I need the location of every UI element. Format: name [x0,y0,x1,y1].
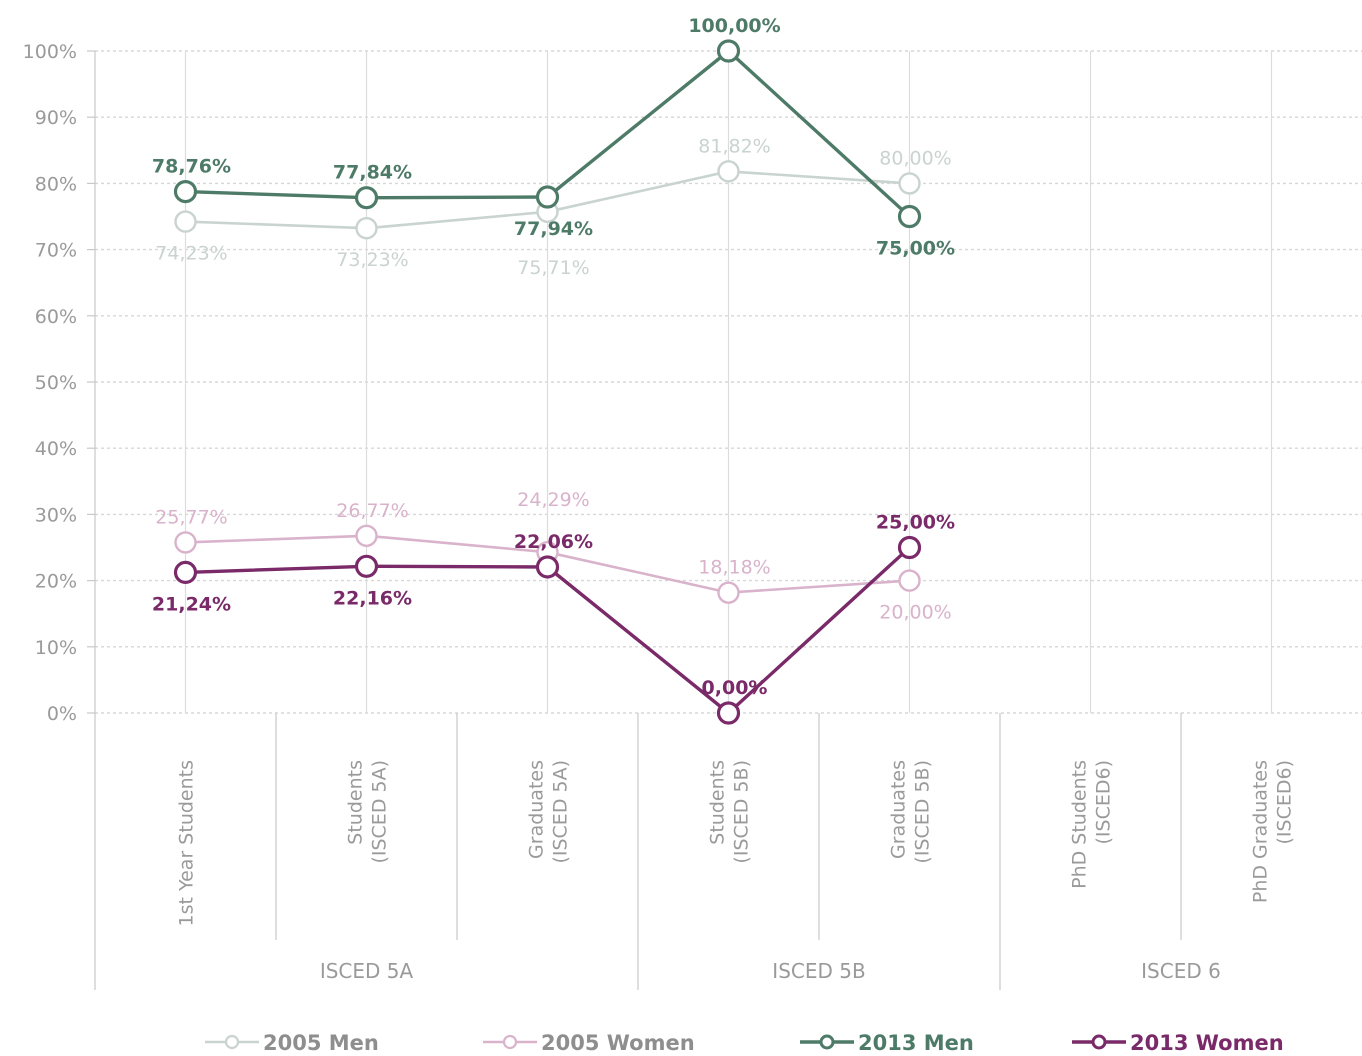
y-tick-label: 20% [35,571,77,593]
x-tick-label: Graduates (ISCED 5B) [888,760,934,864]
data-label: 20,00% [879,602,951,624]
x-tick-label-line: (ISCED6) [1274,760,1296,844]
x-tick-label-line: Graduates [888,760,910,859]
data-point [535,185,560,209]
data-point [355,217,378,240]
legend-marker [224,1034,240,1050]
data-labels: 74,23% 73,23% 75,71% 81,82% 80,00% 25,77% 26,7… [152,15,955,699]
x-tick-label-line: (ISCED 5B) [731,760,753,864]
grid-lines [95,50,1362,714]
y-tick-label: 70% [35,240,77,262]
data-point [354,554,379,578]
x-tick-label: PhD Graduates (ISCED6) [1250,760,1296,903]
data-point [174,210,197,233]
data-label: 78,76% [152,156,231,178]
data-label: 25,77% [155,506,227,528]
x-tick-label-line: (ISCED 5B) [912,760,934,864]
data-point [354,186,379,210]
data-label: 77,94% [514,218,593,240]
x-tick-label-line: (ISCED 5A) [369,760,391,864]
data-label: 80,00% [879,147,951,169]
y-tick-label: 40% [35,438,77,460]
data-point [716,39,741,63]
data-point [897,535,922,560]
data-label: 74,23% [155,243,227,265]
x-tick-label: Graduates (ISCED 5A) [526,760,572,864]
data-point [173,560,198,584]
y-tick-label: 30% [35,504,77,526]
x-tick-label: PhD Students (ISCED6) [1069,760,1115,889]
y-tick-label: 0% [47,703,77,725]
legend-marker [502,1034,518,1050]
data-label: 100,00% [688,15,780,37]
x-tick-label-line: PhD Students [1069,760,1091,889]
x-tick-label-line: (ISCED6) [1093,760,1115,844]
data-label: 25,00% [876,512,955,534]
data-label: 22,06% [514,531,593,553]
data-label: 24,29% [517,489,589,511]
data-label: 75,00% [876,238,955,260]
legend-marker [819,1034,835,1050]
group-label: ISCED 6 [1141,959,1221,983]
y-tick-label: 80% [35,173,77,195]
legend-marker [1091,1034,1107,1050]
data-label: 0,00% [702,677,768,699]
data-label: 22,16% [333,587,412,609]
x-tick-label: 1st Year Students [176,760,198,926]
y-tick-label: 50% [35,372,77,394]
data-point [355,524,378,547]
y-tick-label: 10% [35,637,77,659]
group-label: ISCED 5A [320,959,414,983]
data-label: 26,77% [336,500,408,522]
x-tick-label-line: 1st Year Students [176,760,198,926]
legend-label: 2013 Women [1130,1031,1284,1055]
x-tick-label-line: (ISCED 5A) [550,760,572,864]
data-point [174,531,197,554]
legend-label: 2005 Men [263,1031,379,1055]
series-lines [173,39,922,725]
data-point [716,701,741,725]
data-label: 77,84% [333,162,412,184]
data-point [173,180,198,204]
data-label: 18,18% [698,557,770,579]
data-point [898,569,921,592]
data-label: 21,24% [152,593,231,615]
group-label: ISCED 5B [772,959,865,983]
y-tick-label: 60% [35,306,77,328]
x-tick-label-line: PhD Graduates [1250,760,1272,903]
data-point [717,160,740,183]
data-point [717,581,740,604]
y-tick-label: 100% [23,41,77,63]
x-tick-label-line: Students [707,760,729,845]
x-tick-label-line: Graduates [526,760,548,859]
x-tick-label-line: Students [345,760,367,845]
data-label: 81,82% [698,135,770,157]
data-point [897,204,922,229]
y-tick-label: 90% [35,107,77,129]
x-tick-label: Students (ISCED 5A) [345,760,391,864]
legend-label: 2005 Women [541,1031,695,1055]
legend-label: 2013 Men [858,1031,974,1055]
data-point [898,172,921,195]
x-axis: 1st Year Students Students (ISCED 5A) Gradu… [94,713,1296,990]
legend: 2005 Men 2005 Women 2013 Men 2013 Women [205,1031,1284,1055]
data-label: 75,71% [517,257,589,279]
data-point [535,555,560,579]
y-axis: 0% 10% 20% 30% 40% 50% 60% 70% 80% 90% 100% [23,41,96,725]
data-label: 73,23% [336,249,408,271]
x-tick-label: Students (ISCED 5B) [707,760,753,864]
